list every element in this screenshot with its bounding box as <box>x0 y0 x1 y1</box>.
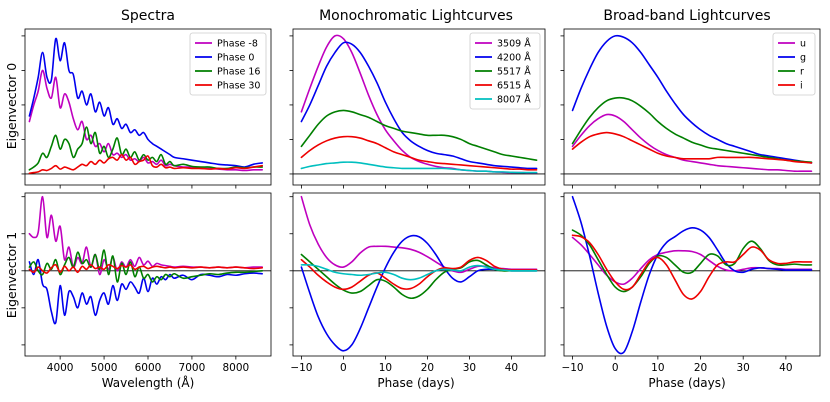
legend-label: 8007 Å <box>497 94 531 106</box>
panel-mono_ev0: 3509 Å 4200 Å 5517 Å 6515 Å 8007 Å <box>289 28 546 189</box>
x-tick-label: −10 <box>290 362 312 374</box>
series-line-4200 <box>300 41 538 170</box>
series-line-6515 <box>300 135 538 171</box>
axes-frame <box>563 192 821 357</box>
series-group <box>300 34 538 174</box>
series-line-6515 <box>300 256 538 291</box>
series-group <box>571 195 813 355</box>
legend-label: g <box>800 53 806 64</box>
legend-label: Phase 30 <box>217 81 260 92</box>
x-tick-label: 4000 <box>47 362 74 374</box>
panel-broad_ev1: −10 0 10 20 30 40 <box>560 192 821 374</box>
series-group <box>28 37 264 175</box>
panels: Phase -8 Phase 0 Phase 16 Phase 30 3509 Å 420… <box>21 28 821 374</box>
x-tick-label: 20 <box>694 362 707 374</box>
xlabel-broad: Phase (days) <box>648 376 725 390</box>
col-title-broad: Broad-band Lightcurves <box>603 8 770 24</box>
axes-frame <box>563 28 821 186</box>
series-line-8007 <box>300 161 538 174</box>
legend-label: i <box>800 81 803 92</box>
series-group <box>300 195 538 352</box>
legend-label: 4200 Å <box>497 52 531 64</box>
legend-label: 5517 Å <box>497 66 531 78</box>
series-line-u <box>571 113 813 173</box>
legend-box <box>189 32 267 96</box>
series-group <box>28 195 264 325</box>
panel-mono_ev1: −10 0 10 20 30 40 <box>289 192 546 374</box>
series-group <box>571 34 813 173</box>
axes-frame <box>24 192 272 357</box>
xlabel-mono: Phase (days) <box>377 376 454 390</box>
row-label-ev0: Eigenvector 0 <box>4 63 19 150</box>
x-tick-label: 10 <box>651 362 664 374</box>
legend: Phase -8 Phase 0 Phase 16 Phase 30 <box>189 32 267 96</box>
series-line-phase30 <box>28 263 264 274</box>
legend-box <box>772 32 816 96</box>
x-tick-label: 10 <box>379 362 392 374</box>
axes-frame <box>292 28 546 186</box>
legend-box <box>469 32 541 110</box>
panel-spectra_ev1: 4000 5000 6000 7000 8000 <box>21 192 272 374</box>
axes-frame <box>24 28 272 186</box>
series-line-r <box>571 96 813 164</box>
x-tick-label: 8000 <box>222 362 249 374</box>
series-line-i <box>571 131 813 164</box>
legend-label: Phase -8 <box>217 39 258 50</box>
legend-label: u <box>800 39 806 50</box>
series-line-phase30 <box>28 153 264 175</box>
row-label-ev1: Eigenvector 1 <box>4 232 19 319</box>
x-tick-label: 6000 <box>135 362 162 374</box>
series-line-phase16 <box>28 249 264 283</box>
legend-label: 3509 Å <box>497 38 531 50</box>
x-tick-label: 30 <box>463 362 476 374</box>
series-line-5517 <box>300 109 538 161</box>
x-tick-label: 5000 <box>91 362 118 374</box>
series-line-8007 <box>300 263 538 281</box>
series-line-phase-8 <box>28 195 264 276</box>
x-tick-label: 40 <box>505 362 518 374</box>
legend-label: r <box>800 67 804 78</box>
legend-label: Phase 16 <box>217 67 260 78</box>
xlabel-spectra: Wavelength (Å) <box>102 375 195 390</box>
axes-frame <box>292 192 546 357</box>
legend-label: 6515 Å <box>497 80 531 92</box>
x-tick-label: 0 <box>340 362 347 374</box>
legend-label: Phase 0 <box>217 53 254 64</box>
series-line-g <box>571 195 813 355</box>
x-tick-label: 20 <box>421 362 434 374</box>
series-line-phase0 <box>28 37 264 168</box>
series-line-i <box>571 234 813 300</box>
series-line-phase16 <box>28 126 264 171</box>
series-line-r <box>571 229 813 293</box>
series-line-3509 <box>300 195 538 274</box>
panel-spectra_ev0: Phase -8 Phase 0 Phase 16 Phase 30 <box>21 28 272 189</box>
col-title-mono: Monochromatic Lightcurves <box>319 8 513 24</box>
series-line-phase0 <box>28 258 264 325</box>
x-tick-label: 7000 <box>179 362 206 374</box>
x-tick-label: 40 <box>779 362 792 374</box>
legend: 3509 Å 4200 Å 5517 Å 6515 Å 8007 Å <box>469 32 541 110</box>
x-tick-label: −10 <box>561 362 583 374</box>
x-tick-label: 30 <box>737 362 750 374</box>
series-line-5517 <box>300 253 538 300</box>
col-title-spectra: Spectra <box>121 8 175 24</box>
x-tick-label: 0 <box>612 362 619 374</box>
series-line-g <box>571 34 813 164</box>
